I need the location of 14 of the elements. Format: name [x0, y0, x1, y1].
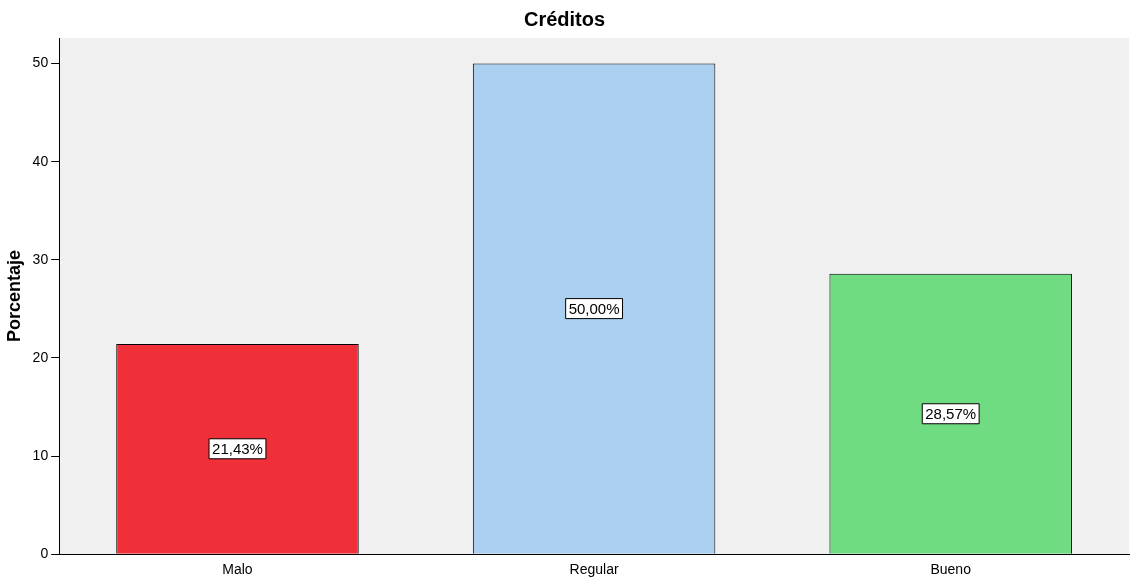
y-tick-label: 20: [32, 348, 49, 365]
y-tick-label: 40: [32, 152, 49, 169]
y-axis-title: Porcentaje: [3, 250, 24, 343]
data-label: 28,57%: [925, 404, 977, 422]
y-tick-label: 30: [32, 250, 49, 267]
y-tick-label: 10: [32, 446, 49, 463]
x-tick-label: Regular: [569, 561, 619, 578]
data-label: 50,00%: [568, 299, 620, 317]
y-tick-label: 0: [40, 545, 49, 562]
data-label: 21,43%: [212, 439, 263, 457]
chart-title: Créditos: [523, 7, 606, 30]
y-tick-label: 50: [32, 54, 49, 71]
x-tick-label: Malo: [222, 561, 253, 578]
x-tick-label: Bueno: [930, 561, 972, 578]
